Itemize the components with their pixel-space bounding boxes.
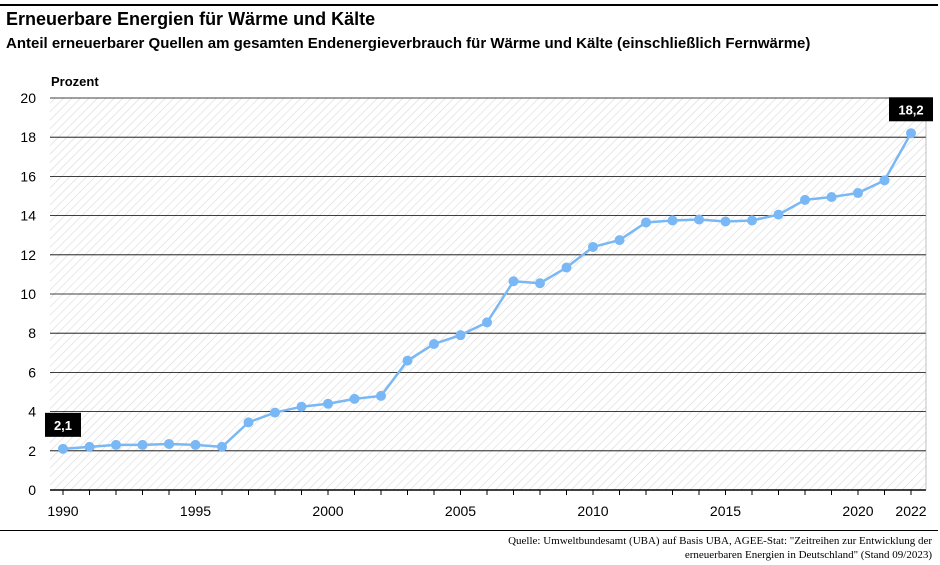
x-tick-label: 2020 [842, 503, 873, 519]
x-tick-label: 2015 [710, 503, 741, 519]
data-point [190, 439, 201, 450]
x-tick-label: 1995 [180, 503, 211, 519]
data-point [270, 407, 280, 418]
data-label: 18,2 [898, 102, 923, 117]
y-tick-label: 10 [20, 286, 36, 302]
data-point [217, 441, 227, 452]
data-label: 2,1 [54, 418, 72, 433]
x-tick-label: 2005 [445, 503, 476, 519]
data-point [906, 128, 916, 139]
y-tick-label: 20 [20, 90, 36, 106]
data-point [376, 390, 386, 401]
data-point [720, 216, 731, 227]
data-point [773, 209, 784, 220]
source-line-1: Quelle: Umweltbundesamt (UBA) auf Basis … [508, 535, 932, 547]
data-point [455, 330, 466, 341]
data-point [800, 194, 810, 205]
chart-subtitle: Anteil erneuerbarer Quellen am gesamten … [6, 35, 811, 52]
data-point [641, 217, 651, 228]
y-tick-label: 0 [28, 482, 36, 498]
data-label-box [889, 97, 933, 122]
data-point [826, 191, 837, 202]
y-tick-label: 14 [20, 208, 36, 224]
data-point [349, 393, 360, 404]
chart-title: Erneuerbare Energien für Wärme und Kälte [6, 9, 376, 29]
data-point [296, 401, 307, 412]
y-tick-label: 16 [20, 168, 36, 184]
x-tick-label: 1990 [47, 503, 78, 519]
y-tick-label: 2 [28, 443, 36, 459]
y-tick-label: 4 [28, 404, 36, 420]
source-note: Quelle: Umweltbundesamt (UBA) auf Basis … [432, 534, 932, 562]
data-point [402, 355, 413, 366]
bottom-rule [0, 530, 938, 531]
data-point [323, 398, 333, 409]
data-point [111, 439, 121, 450]
y-tick-label: 18 [20, 129, 36, 145]
y-tick-label: 8 [28, 325, 36, 341]
data-point [58, 443, 68, 454]
data-label-box [45, 412, 81, 437]
data-point [508, 276, 519, 287]
line-chart: 0 2 4 6 8 10 12 14 16 18 20 Prozent 1990 1995 2000 2005… [20, 74, 933, 519]
y-tick-label: 6 [28, 364, 36, 380]
data-point [853, 188, 863, 199]
x-tick-label: 2000 [312, 503, 343, 519]
data-point [535, 278, 545, 289]
data-point [482, 317, 492, 328]
top-rule [0, 4, 938, 6]
data-point [164, 438, 174, 449]
data-point [429, 338, 439, 349]
y-axis-label: Prozent [51, 74, 99, 89]
data-point [667, 215, 678, 226]
data-point [879, 175, 890, 186]
data-point [137, 439, 148, 450]
x-tick-label: 2022 [895, 503, 926, 519]
y-tick-label: 12 [20, 247, 36, 263]
source-line-2: erneuerbaren Energien in Deutschland" (S… [684, 549, 932, 561]
data-point [694, 214, 704, 225]
data-point [561, 262, 572, 273]
x-tick-label: 2010 [577, 503, 608, 519]
data-point [614, 235, 625, 246]
data-point [747, 215, 757, 226]
data-point [243, 417, 254, 428]
data-point [84, 441, 95, 452]
data-point [588, 241, 598, 252]
